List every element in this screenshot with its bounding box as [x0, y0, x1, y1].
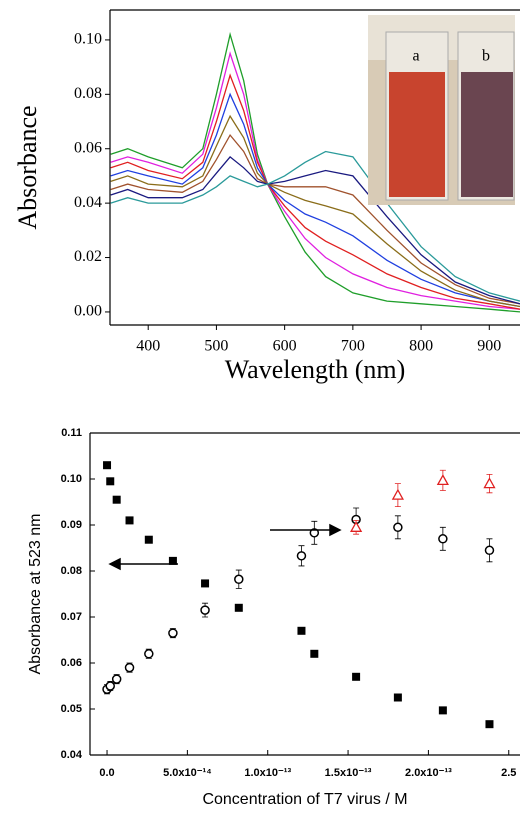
y-tick-label: 0.02: [74, 248, 102, 265]
point: [438, 706, 447, 715]
point: [201, 579, 210, 588]
x-tick-label: 800: [409, 338, 433, 355]
point: [234, 603, 243, 612]
x-tick-label: 0.0: [99, 767, 114, 779]
y-tick-label: 0.08: [74, 85, 102, 102]
point: [106, 477, 115, 486]
y-axis-label: Absorbance: [13, 105, 42, 229]
point: [234, 574, 244, 585]
point: [296, 551, 307, 561]
point: [105, 681, 115, 691]
y-tick-label: 0.00: [74, 303, 102, 320]
point: [436, 474, 449, 486]
x-axis-label: Concentration of T7 virus / M: [202, 791, 407, 808]
point: [297, 626, 306, 635]
y-tick-label: 0.06: [61, 657, 82, 669]
y-tick-label: 0.09: [61, 519, 82, 531]
x-tick-label: 900: [477, 338, 501, 355]
y-tick-label: 0.06: [74, 139, 102, 156]
solution-a: [389, 72, 445, 197]
y-axis-label: Absorbance at 523 nm: [27, 514, 44, 675]
point: [309, 528, 320, 538]
y-tick-label: 0.04: [74, 194, 102, 211]
point: [349, 520, 363, 532]
point: [393, 693, 402, 702]
point: [393, 522, 403, 533]
x-tick-label: 1.5x10⁻¹³: [325, 767, 372, 779]
x-axis-label: Wavelength (nm): [225, 355, 406, 384]
point: [168, 628, 178, 638]
point: [111, 674, 122, 684]
point: [438, 534, 448, 544]
x-tick-label: 500: [204, 338, 228, 355]
y-tick-label: 0.05: [61, 703, 82, 715]
spectrum-line: [110, 150, 520, 302]
x-tick-label: 700: [341, 338, 365, 355]
y-tick-label: 0.08: [61, 565, 82, 577]
arrowhead: [108, 557, 121, 571]
spectra: [110, 31, 520, 313]
inset-photo: a b: [368, 15, 515, 205]
inset-label: a: [412, 48, 419, 65]
point: [310, 649, 319, 658]
point: [124, 662, 135, 673]
point: [391, 488, 404, 500]
point: [485, 720, 494, 729]
arrows: [108, 523, 342, 571]
point: [352, 672, 361, 681]
solution-b: [461, 72, 513, 197]
arrowhead: [329, 523, 342, 537]
x-tick-label: 2.5: [501, 767, 516, 779]
y-tick-label: 0.10: [61, 473, 82, 485]
x-tick-label: 5.0x10⁻¹⁴: [163, 767, 212, 779]
y-tick-label: 0.11: [61, 427, 82, 439]
point: [200, 605, 210, 615]
y-tick-label: 0.04: [61, 749, 83, 761]
point: [103, 461, 112, 470]
point: [483, 477, 496, 489]
point: [112, 495, 121, 504]
scatter: [102, 461, 496, 729]
point: [144, 649, 154, 659]
y-tick-label: 0.07: [61, 611, 82, 623]
point: [484, 545, 495, 556]
x-tick-label: 600: [273, 338, 297, 355]
x-tick-label: 1.0x10⁻¹³: [244, 767, 291, 779]
y-tick-label: 0.10: [74, 31, 102, 48]
point: [125, 516, 134, 525]
x-tick-label: 400: [136, 338, 160, 355]
inset-label: b: [482, 48, 490, 65]
point: [144, 535, 153, 544]
x-tick-label: 2.0x10⁻¹³: [405, 767, 452, 779]
